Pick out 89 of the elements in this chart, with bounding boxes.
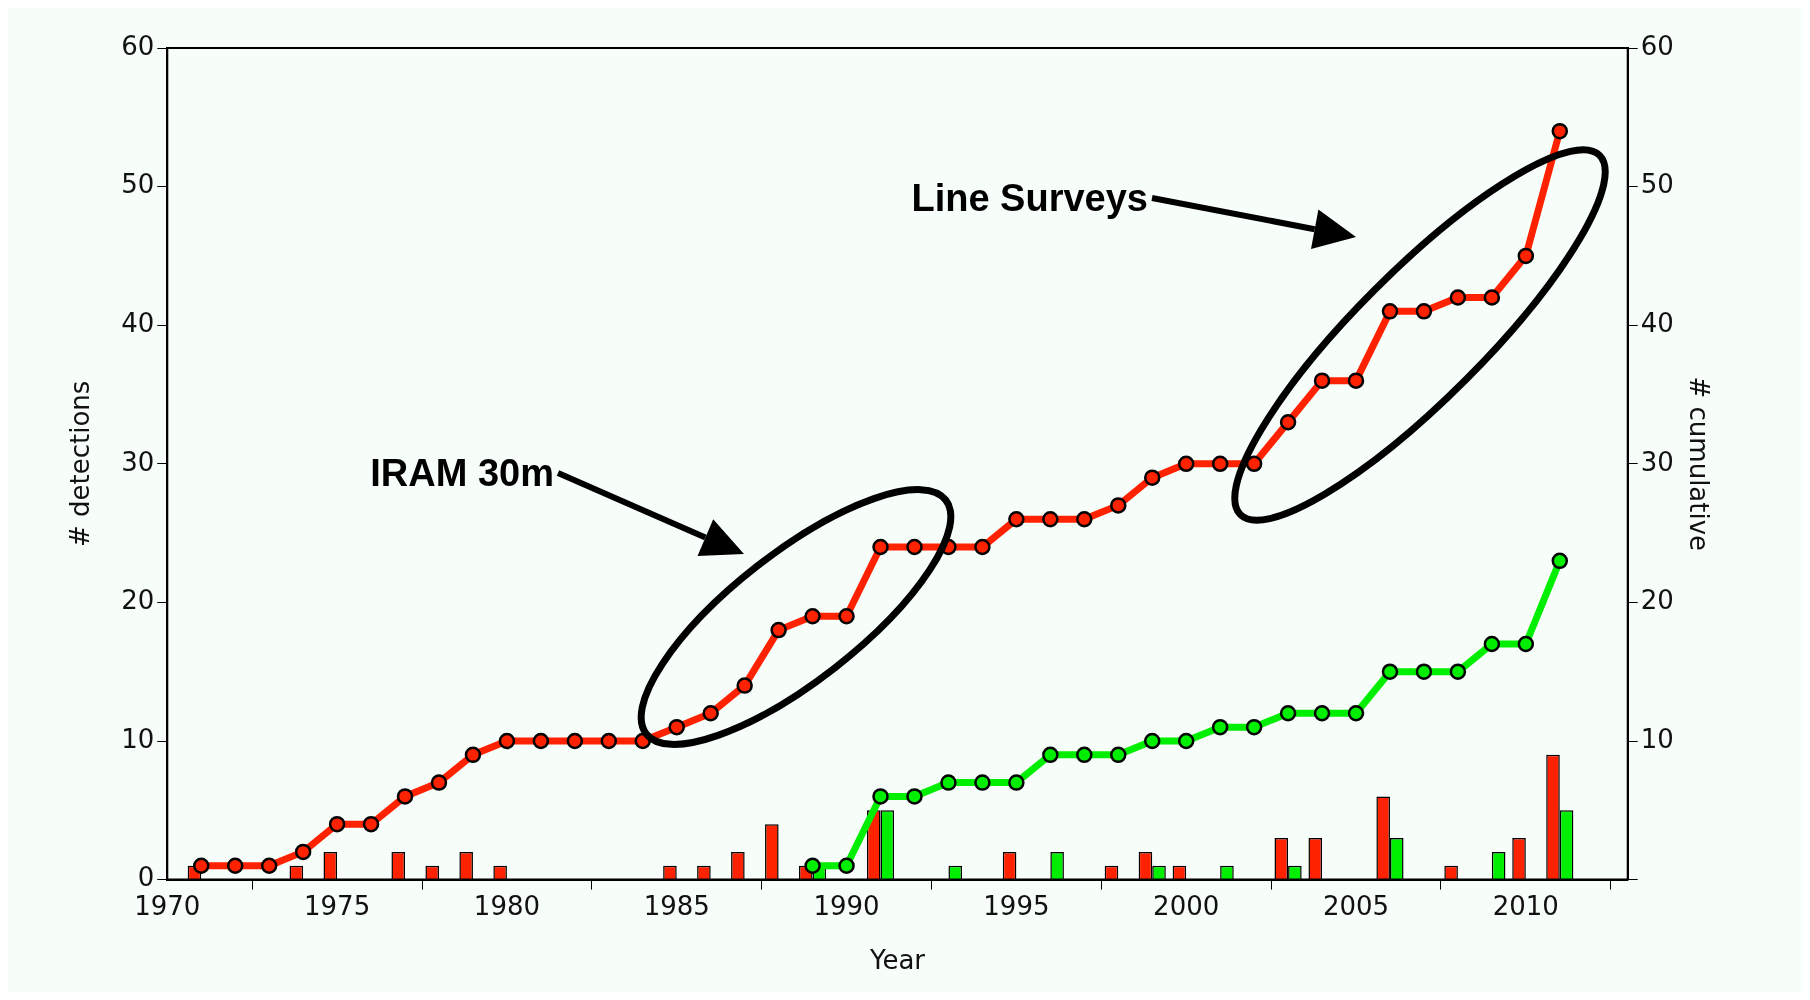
point <box>736 677 753 694</box>
x-tick-label: 1995 <box>983 890 1050 921</box>
point <box>1279 705 1297 722</box>
point <box>906 538 923 556</box>
x-tick-label: 1975 <box>304 890 371 921</box>
point <box>532 732 550 750</box>
point <box>1076 746 1093 764</box>
x-tick-label: 2000 <box>1153 890 1220 921</box>
y-tick-label: 30 <box>121 446 155 477</box>
y-tick-label: 20 <box>121 585 155 616</box>
y2-tick-label: 30 <box>1640 446 1674 477</box>
point <box>872 788 889 805</box>
point <box>1313 705 1331 722</box>
y2-tick-label: 60 <box>1640 30 1674 61</box>
point <box>1211 455 1229 473</box>
point <box>838 608 855 625</box>
point <box>1143 469 1161 486</box>
point <box>1347 705 1365 722</box>
point <box>1415 663 1433 680</box>
point <box>1143 732 1161 750</box>
annotation: IRAM 30m <box>370 451 554 496</box>
point <box>1517 635 1535 653</box>
point <box>770 621 787 639</box>
point <box>1551 552 1569 570</box>
y-tick-label: 40 <box>121 307 155 338</box>
point <box>226 857 244 874</box>
annotation: Line Surveys <box>911 176 1148 221</box>
x-tick-label: 1970 <box>134 890 201 921</box>
y2-tick-label: 40 <box>1640 307 1674 338</box>
point <box>1381 303 1399 320</box>
y-tick-label: 50 <box>121 169 155 200</box>
point <box>838 857 855 874</box>
point <box>1415 303 1433 320</box>
point <box>1347 372 1365 389</box>
point <box>804 608 821 625</box>
x-tick-label: 1980 <box>473 890 541 921</box>
x-axis-title: Year <box>868 945 926 976</box>
point <box>1381 663 1399 680</box>
point <box>600 732 618 750</box>
point <box>396 788 414 805</box>
point <box>1313 372 1331 389</box>
point <box>260 857 278 874</box>
point <box>940 774 957 791</box>
point <box>1551 122 1569 140</box>
point <box>1076 510 1093 528</box>
y-axis-title: # detections <box>65 380 96 547</box>
y-tick-label: 10 <box>121 723 155 754</box>
point <box>1177 455 1195 473</box>
point <box>1449 289 1467 306</box>
x-tick-label: 2005 <box>1322 890 1390 921</box>
point <box>1245 455 1263 473</box>
x-tick-label: 2010 <box>1492 890 1559 921</box>
point <box>193 857 210 874</box>
y2-axis-title: # cumulative <box>1683 376 1714 552</box>
point <box>498 732 516 750</box>
point <box>1042 510 1059 528</box>
point <box>1483 635 1501 653</box>
point <box>294 843 312 861</box>
y-tick-label: 60 <box>121 30 155 61</box>
y2-tick-label: 20 <box>1640 585 1674 616</box>
y-tick-label: 0 <box>137 862 155 893</box>
point <box>1449 663 1467 680</box>
point <box>362 815 380 833</box>
point <box>566 732 584 750</box>
point <box>1177 732 1195 750</box>
point <box>328 815 346 833</box>
point <box>1245 718 1263 736</box>
point <box>1517 247 1535 265</box>
point <box>1008 774 1025 791</box>
point <box>702 705 719 722</box>
y2-tick-label: 50 <box>1640 169 1674 200</box>
point <box>1483 289 1501 306</box>
y2-tick-label: 10 <box>1640 723 1674 754</box>
x-tick-label: 1985 <box>643 890 710 921</box>
point <box>804 857 821 874</box>
point <box>1042 746 1059 764</box>
point <box>430 774 448 791</box>
point <box>872 538 889 556</box>
point <box>1008 510 1025 528</box>
point <box>1110 497 1127 514</box>
point <box>974 774 991 791</box>
point <box>1279 413 1297 431</box>
point <box>906 788 923 805</box>
x-tick-label: 1990 <box>813 890 880 921</box>
point <box>464 746 482 764</box>
point <box>668 718 685 736</box>
point <box>974 538 991 556</box>
point <box>1110 746 1127 764</box>
point <box>1211 718 1229 736</box>
